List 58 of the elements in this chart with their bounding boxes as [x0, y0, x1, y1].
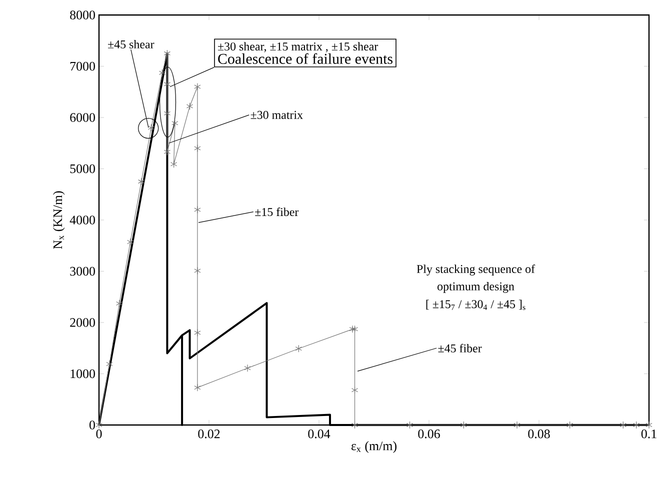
annotation: ±15 fiber	[255, 208, 299, 216]
y-tick-label: 2000	[70, 318, 95, 327]
x-tick-label: 0.02	[198, 430, 220, 438]
point	[351, 421, 358, 429]
point	[633, 421, 640, 429]
point	[138, 178, 145, 186]
point	[194, 266, 201, 275]
y-tick-label: 0	[90, 420, 95, 430]
annotation: [ ±15$_{7}$ / ±30$_{4}$ / ±45 ]$_{s}$	[426, 300, 526, 310]
annotation: ±30 shear, ±15 matrix , ±15 shear	[218, 42, 378, 52]
point	[164, 80, 171, 88]
y-tick-label: 7000	[70, 62, 95, 71]
x-tick-label: 0.06	[418, 430, 440, 438]
point	[514, 421, 520, 429]
point	[186, 102, 194, 110]
point	[194, 82, 201, 91]
point	[106, 360, 113, 368]
annotation: optimum design	[438, 282, 514, 293]
point	[170, 160, 178, 168]
point	[194, 206, 201, 214]
point	[194, 328, 201, 337]
point	[158, 69, 166, 77]
point	[646, 421, 652, 429]
point	[127, 238, 134, 246]
y-tick-label: 5000	[70, 164, 95, 174]
x-axis-title: ε$_{x}$ (m/m)	[351, 441, 396, 453]
y-tick-label: 3000	[70, 266, 95, 276]
point	[194, 384, 201, 392]
x-tick-label: 0.08	[528, 430, 550, 438]
point	[172, 119, 178, 127]
point	[406, 421, 414, 429]
point	[164, 50, 171, 58]
y-axis-title: N$_{x}$ (KN/m)	[52, 191, 65, 249]
x-tick-label: 0	[96, 430, 102, 438]
y-tick-label: 6000	[70, 113, 95, 122]
point	[460, 421, 467, 429]
y-tick-label: 4000	[70, 216, 95, 224]
annotation: Coalescence of failure events	[218, 53, 392, 64]
point	[164, 110, 171, 118]
y-tick-label: 8000	[70, 10, 95, 20]
point	[194, 144, 201, 152]
point	[351, 386, 358, 394]
x-tick-label: 0.1	[641, 430, 656, 438]
point	[164, 148, 171, 156]
point	[566, 421, 574, 429]
annotation: Ply stacking sequence of	[416, 264, 536, 276]
annotation: ±45 fiber	[438, 344, 482, 352]
point	[349, 325, 356, 333]
point	[620, 421, 626, 429]
annotation: ±45 shear	[108, 40, 154, 48]
point	[295, 344, 302, 352]
x-tick-label: 0.04	[308, 430, 330, 438]
point	[244, 364, 251, 372]
annotation: ±30 matrix	[250, 110, 303, 119]
point	[96, 421, 102, 429]
point	[116, 300, 123, 308]
point	[351, 325, 358, 333]
y-tick-label: 1000	[70, 369, 95, 378]
